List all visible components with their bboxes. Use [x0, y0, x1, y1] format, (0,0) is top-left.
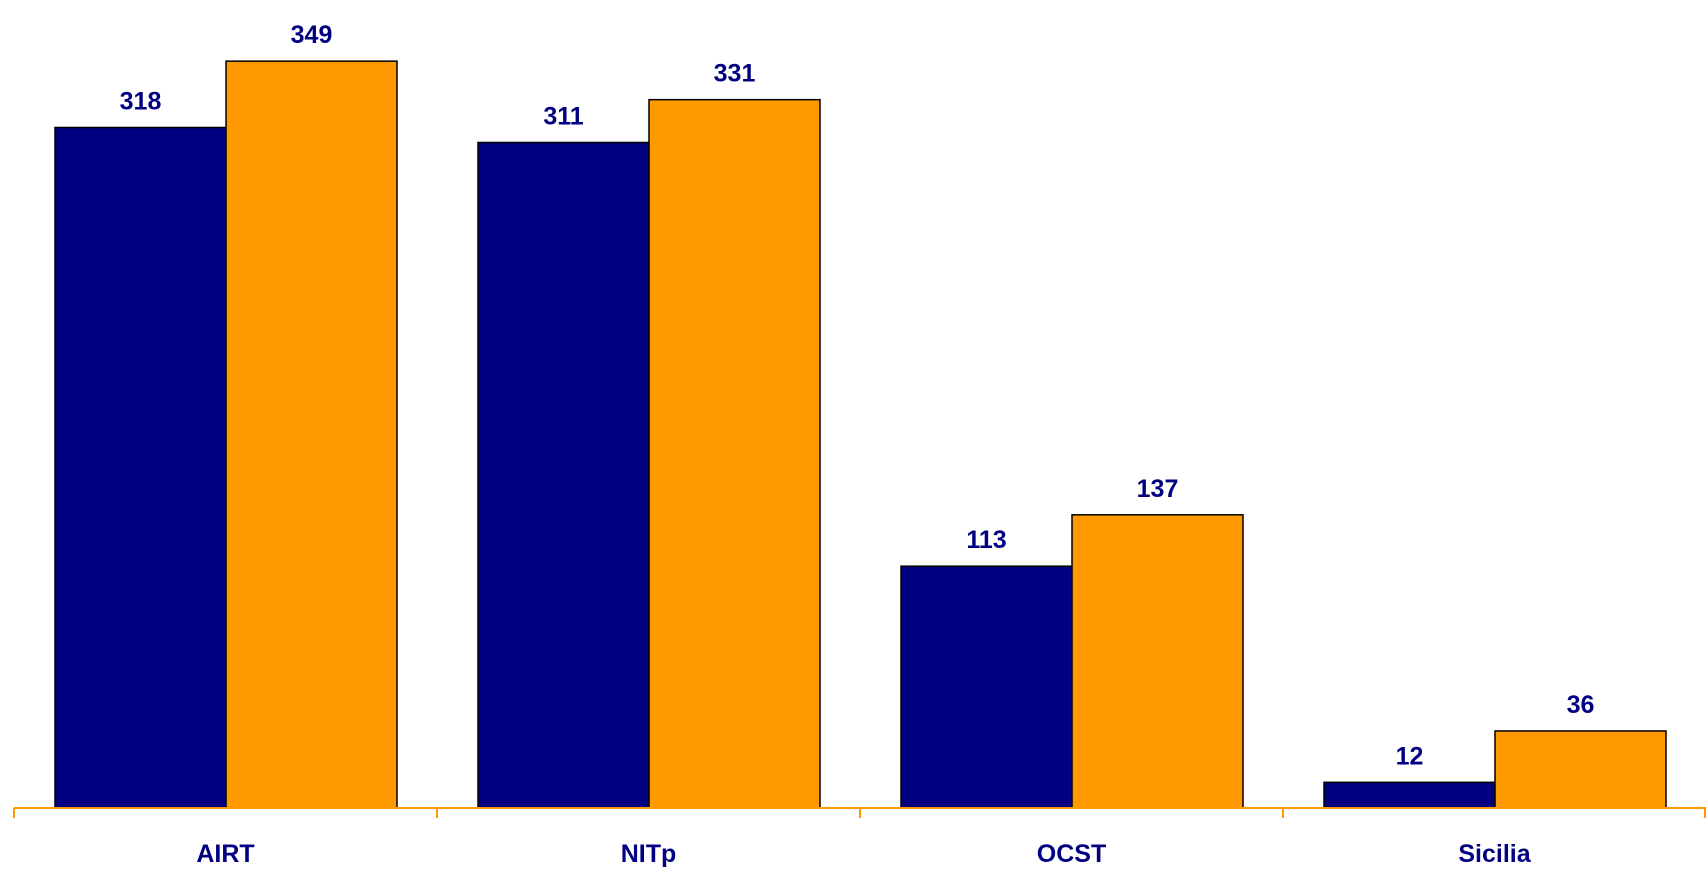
category-label-sicilia: Sicilia	[1458, 840, 1531, 868]
bars-group	[54, 60, 1667, 809]
value-label-nitp-s1: 311	[543, 102, 583, 130]
category-labels-group: AIRT NITp OCST Sicilia	[196, 840, 1531, 868]
category-label-airt: AIRT	[196, 840, 254, 868]
value-label-sicilia-s1: 12	[1396, 742, 1424, 770]
value-labels-group: 318 349 311 331 113 137 12 36	[120, 21, 1595, 770]
value-label-airt-s1: 318	[120, 87, 162, 115]
bar-nitp-s1	[477, 141, 650, 809]
value-label-ocst-s1: 113	[966, 526, 1006, 554]
category-label-nitp: NITp	[621, 840, 677, 868]
bar-ocst-s2	[1071, 514, 1244, 809]
bar-nitp-s2	[648, 98, 821, 809]
bar-ocst-s1	[900, 565, 1073, 809]
bar-airt-s2	[225, 60, 398, 809]
bar-sicilia-s2	[1494, 730, 1667, 809]
value-label-ocst-s2: 137	[1137, 475, 1179, 503]
category-label-ocst: OCST	[1037, 840, 1106, 868]
value-label-nitp-s2: 331	[714, 60, 756, 88]
value-label-airt-s2: 349	[291, 21, 333, 49]
value-label-sicilia-s2: 36	[1567, 691, 1595, 719]
bar-sicilia-s1	[1323, 781, 1496, 809]
bar-airt-s1	[54, 126, 227, 809]
x-axis	[13, 807, 1706, 818]
